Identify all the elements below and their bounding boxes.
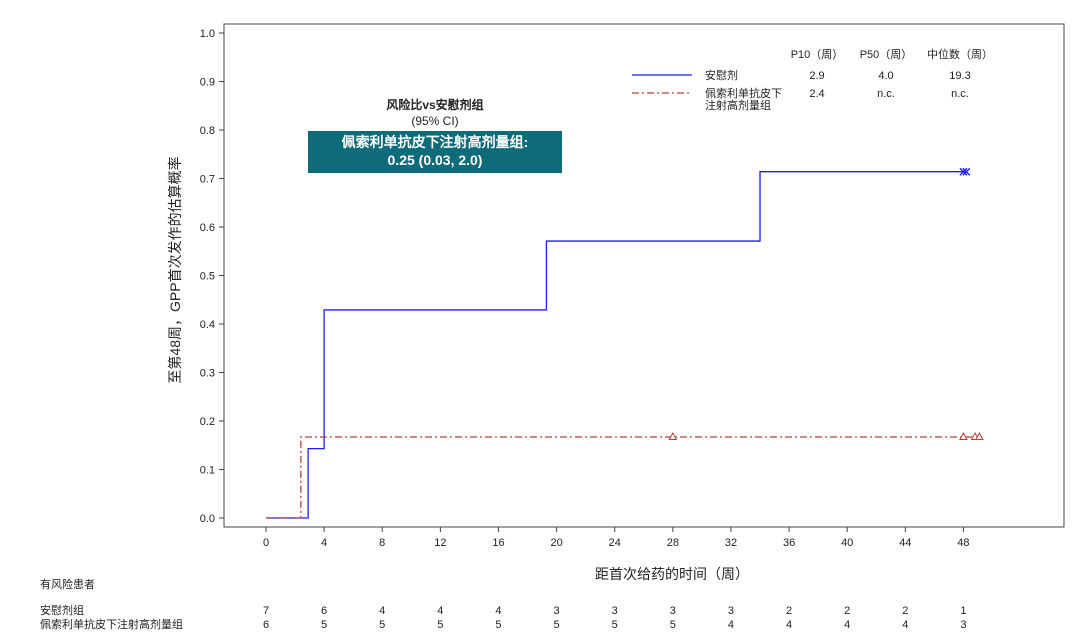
x-tick-label: 32: [725, 537, 737, 549]
x-axis: 0 4 8 12 16 20 24 28 32 36 40 44 48: [263, 527, 970, 549]
y-tick-label: 0.1: [200, 465, 215, 477]
legend-header: P50（周）: [860, 48, 913, 61]
x-tick-label: 48: [957, 537, 969, 549]
at-risk-count: 4: [437, 605, 443, 617]
y-tick-label: 0.8: [200, 125, 215, 137]
y-tick-label: 0.0: [200, 513, 215, 525]
y-tick-label: 0.5: [200, 271, 215, 283]
at-risk-count: 3: [728, 605, 734, 617]
hazard-ratio-title: 风险比vs安慰剂组: [386, 98, 484, 112]
at-risk-count: 7: [263, 605, 269, 617]
y-tick-label: 0.6: [200, 222, 215, 234]
legend: P10（周） P50（周） 中位数（周） 安慰剂 2.9 4.0 19.3 佩索利单抗皮下注射…: [632, 47, 993, 112]
x-axis-label: 距首次给药的时间（周）: [595, 566, 749, 582]
at-risk-count: 4: [495, 605, 501, 617]
y-tick-label: 0.7: [200, 174, 215, 186]
legend-value: 4.0: [878, 70, 893, 82]
at-risk-count: 2: [786, 605, 792, 617]
at-risk-count: 3: [554, 605, 560, 617]
x-tick-label: 28: [667, 537, 679, 549]
x-tick-label: 36: [783, 537, 795, 549]
at-risk-count: 2: [844, 605, 850, 617]
at-risk-count: 2: [902, 605, 908, 617]
x-tick-label: 16: [492, 537, 504, 549]
hazard-ratio-value: 0.25 (0.03, 2.0): [387, 152, 483, 168]
at-risk-count: 4: [728, 619, 734, 631]
legend-header: 中位数（周）: [927, 47, 993, 61]
series-layer: [266, 167, 984, 519]
at-risk-row-label-placebo: 安慰剂组: [40, 605, 84, 617]
y-tick-label: 0.4: [200, 319, 215, 331]
hazard-ratio-ci-label: (95% CI): [411, 114, 459, 128]
censor-marker: [975, 431, 984, 441]
at-risk-count: 6: [263, 619, 269, 631]
at-risk-count: 5: [379, 619, 385, 631]
legend-label: 安慰剂: [705, 68, 738, 82]
at-risk-count: 5: [670, 619, 676, 631]
x-tick-label: 4: [321, 537, 327, 549]
x-tick-label: 40: [841, 537, 853, 549]
at-risk-count: 3: [612, 605, 618, 617]
censor-marker: [959, 167, 968, 176]
series-line-0: [266, 171, 965, 519]
y-tick-label: 0.9: [200, 77, 215, 89]
at-risk-count: 4: [786, 619, 792, 631]
legend-label: 佩索利单抗皮下: [705, 86, 782, 100]
series-line-1: [266, 436, 978, 519]
at-risk-count: 4: [902, 619, 908, 631]
legend-value: 2.9: [809, 70, 824, 82]
at-risk-count: 1: [960, 605, 966, 617]
censor-marker: [668, 431, 678, 441]
hazard-ratio-annotation: 风险比vs安慰剂组 (95% CI) 佩索利单抗皮下注射高剂量组: 0.25 (…: [308, 96, 562, 173]
at-risk-count: 3: [670, 605, 676, 617]
at-risk-count: 4: [379, 605, 385, 617]
legend-value: n.c.: [951, 88, 969, 100]
at-risk-count: 5: [437, 619, 443, 631]
at-risk-count: 5: [554, 619, 560, 631]
at-risk-count: 5: [612, 619, 618, 631]
legend-label: 注射高剂量组: [705, 98, 771, 112]
at-risk-count: 6: [321, 605, 327, 617]
hazard-ratio-box: 佩索利单抗皮下注射高剂量组: 0.25 (0.03, 2.0): [308, 131, 562, 173]
at-risk-count: 5: [495, 619, 501, 631]
at-risk-count: 4: [844, 619, 850, 631]
x-tick-label: 24: [609, 537, 621, 549]
x-tick-label: 8: [379, 537, 385, 549]
legend-value: n.c.: [877, 88, 895, 100]
at-risk-count: 3: [960, 619, 966, 631]
x-tick-label: 12: [434, 537, 446, 549]
y-tick-label: 0.2: [200, 416, 215, 428]
at-risk-counts: 7 6 4 4 4 3 3 3 3 2 2 2 1 6 5 5 5 5 5 5 5 4 4 4 4 3: [263, 605, 967, 631]
x-tick-label: 44: [899, 537, 911, 549]
at-risk-title: 有风险患者: [40, 579, 95, 591]
y-tick-label: 1.0: [200, 28, 215, 40]
censor-marker: [959, 431, 968, 441]
hazard-ratio-group-label: 佩索利单抗皮下注射高剂量组:: [341, 134, 529, 150]
at-risk-count: 5: [321, 619, 327, 631]
at-risk-row-label-spesolimab: 佩索利单抗皮下注射高剂量组: [40, 619, 183, 631]
legend-value: 2.4: [809, 88, 824, 100]
censor-marker: [962, 167, 971, 176]
y-axis: 0.0 0.1 0.2 0.3 0.4 0.5 0.6 0.7 0.8 0.9 1.0: [200, 28, 224, 525]
legend-header: P10（周）: [791, 48, 844, 61]
legend-value: 19.3: [949, 70, 970, 82]
x-tick-label: 0: [263, 537, 269, 549]
y-tick-label: 0.3: [200, 368, 215, 380]
x-tick-label: 20: [550, 537, 562, 549]
y-axis-label: 至第48周，GPP首次发作的估算概率: [167, 156, 183, 383]
